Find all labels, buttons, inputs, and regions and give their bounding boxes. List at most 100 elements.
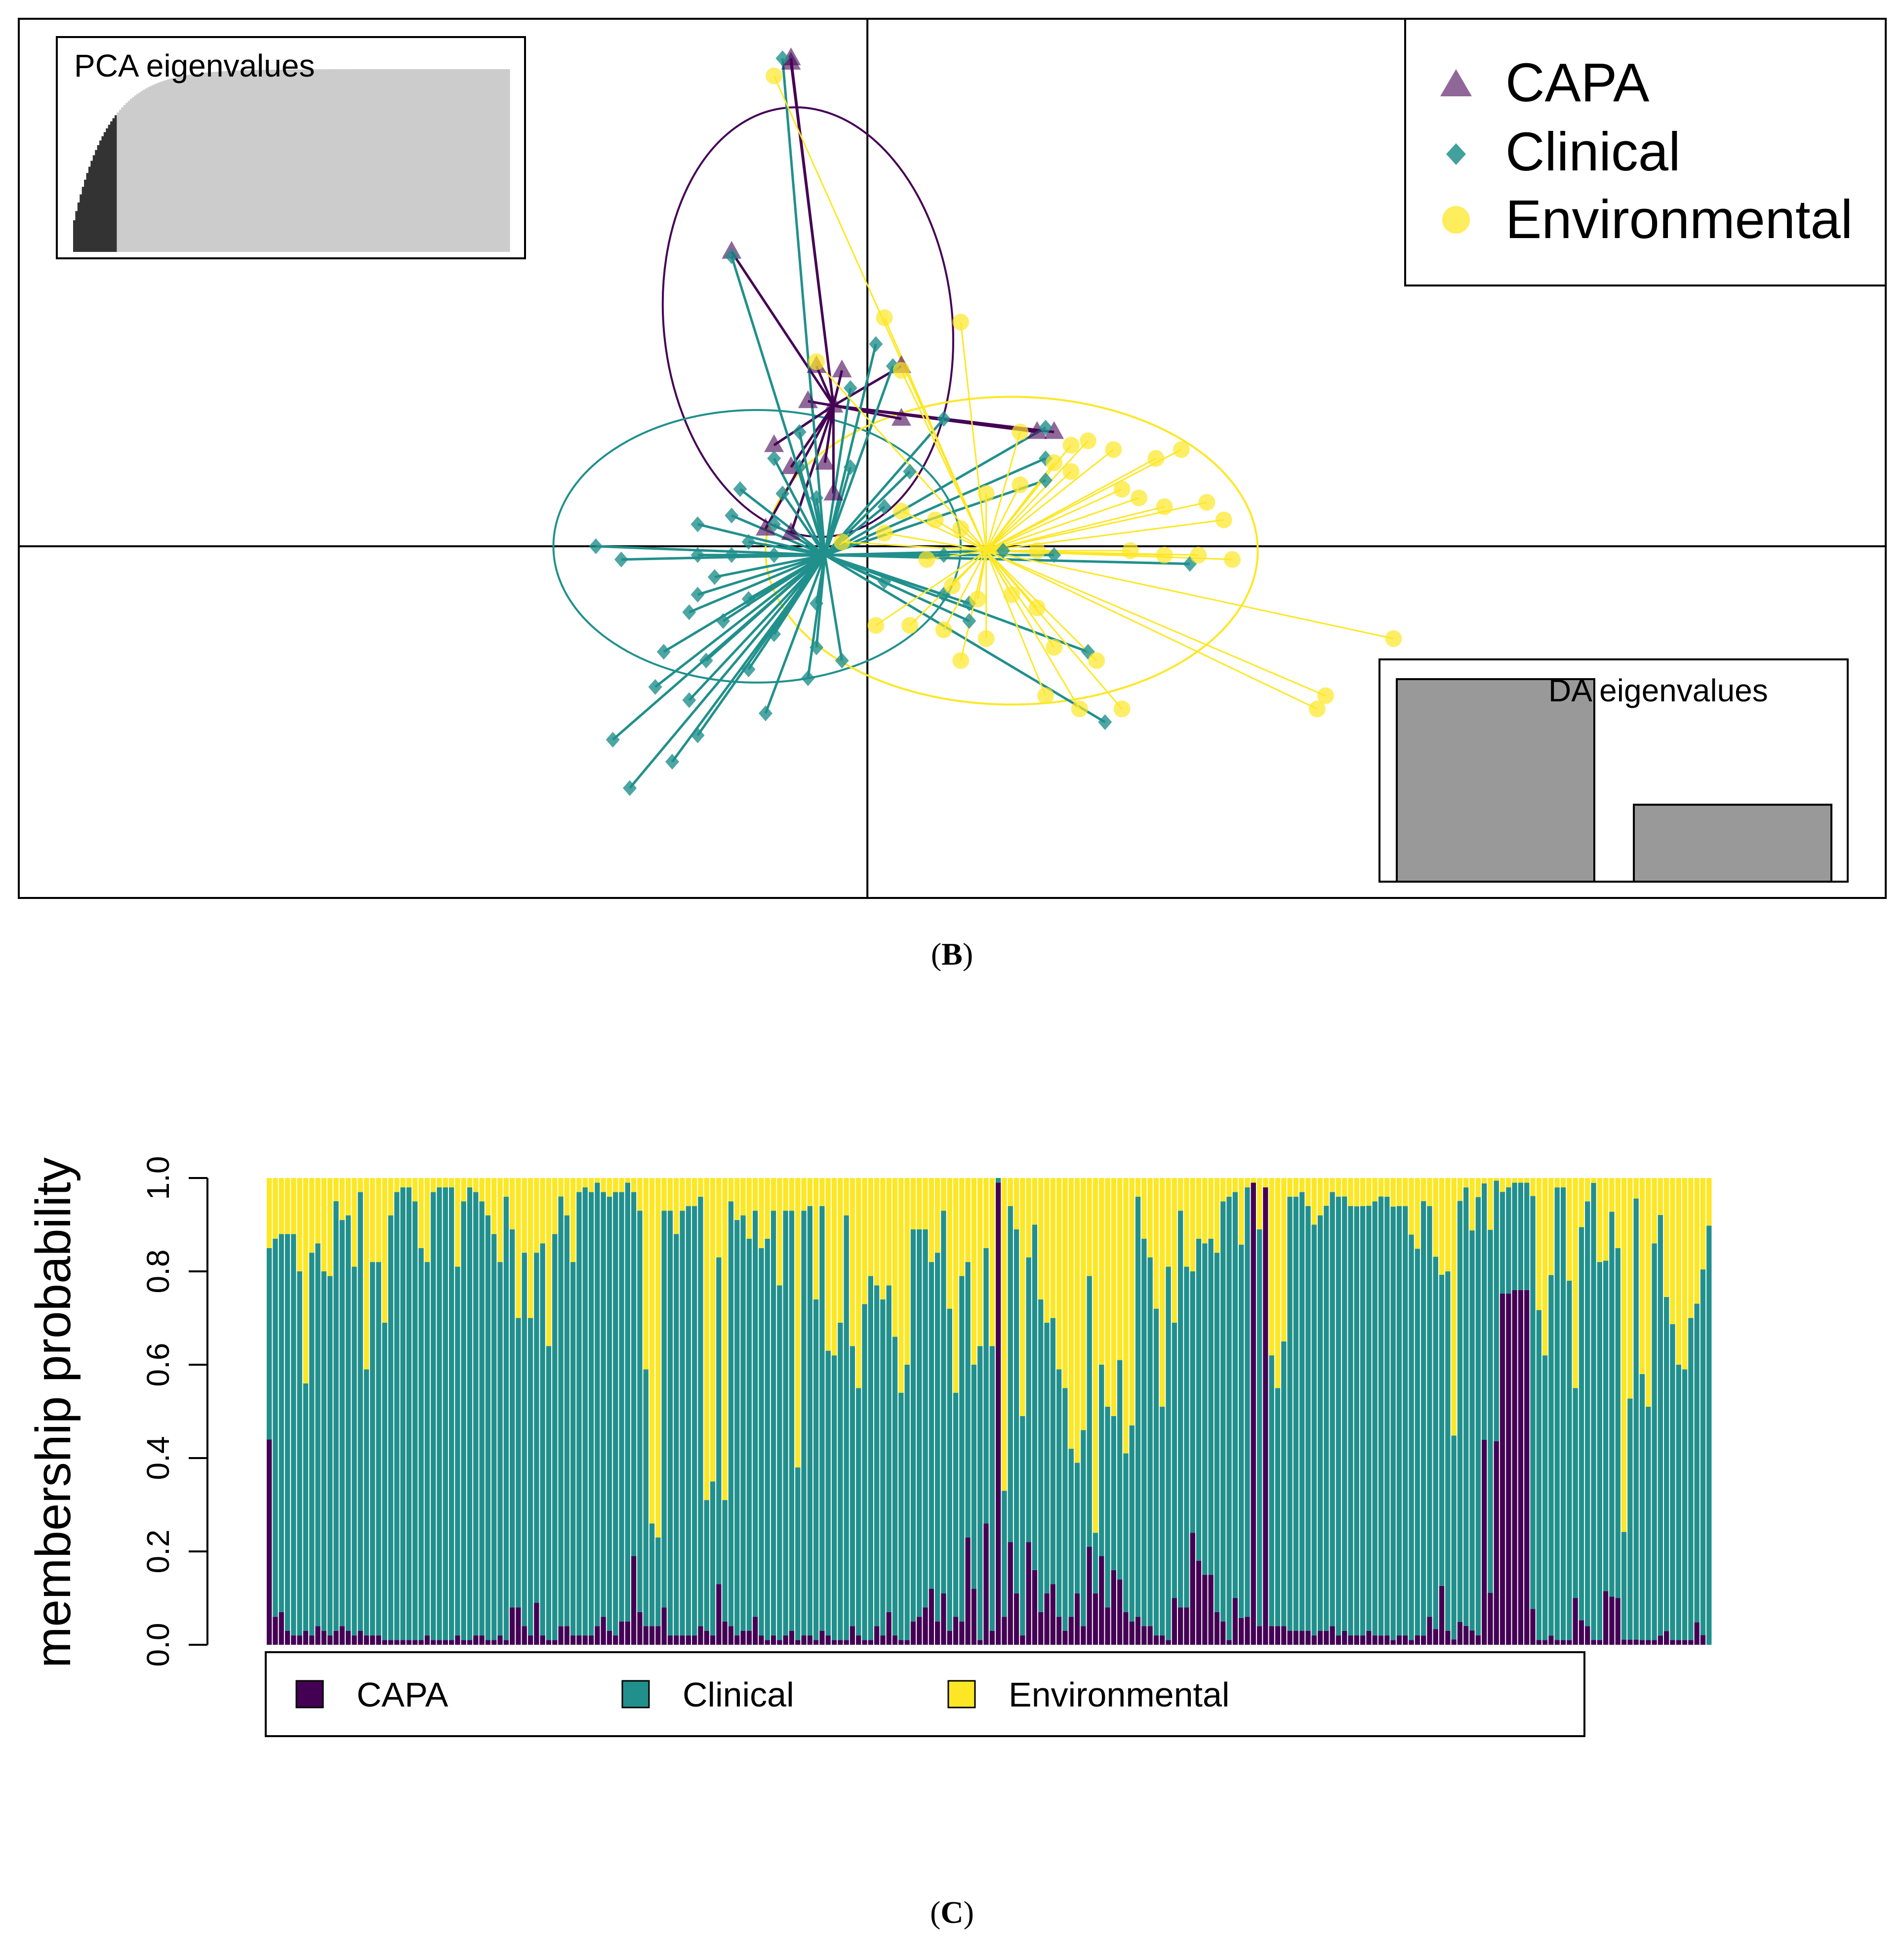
clinical-membership-bar [1038,1299,1044,1612]
clinical-membership-bar [1433,1257,1438,1629]
environmental-membership-bar [728,1178,734,1202]
environmental-membership-bar [625,1178,630,1183]
capa-spoke [790,405,835,534]
environmental-membership-bar [497,1178,503,1262]
clinical-membership-bar [1494,1180,1499,1441]
environmental-membership-bar [406,1178,412,1187]
clinical-membership-bar [1530,1196,1536,1609]
environmental-membership-bar [1141,1178,1147,1239]
pca-eigenvalue-bar [372,69,375,252]
clinical-point [716,613,730,629]
pca-eigenvalue-bar [455,69,458,252]
capa-point [1027,421,1047,439]
clinical-membership-bar [1050,1318,1055,1585]
clinical-membership-bar [862,1304,867,1640]
environmental-spoke [985,550,1123,710]
environmental-membership-bar [1427,1178,1432,1206]
capa-membership-bar [516,1607,521,1645]
clinical-membership-bar [643,1369,648,1627]
clinical-membership-bar [527,1318,533,1636]
capa-membership-bar [1093,1593,1098,1645]
environmental-membership-bar [473,1178,479,1192]
pca-eigenvalue-bar [300,69,303,252]
clinical-spoke [731,514,826,557]
capa-membership-bar [267,1439,272,1645]
pca-eigenvalue-bar [180,76,183,252]
environmental-membership-bar [1226,1178,1232,1197]
clinical-point [741,591,756,607]
capa-point [764,434,784,452]
pca-eigenvalue-bar [73,220,76,252]
pca-eigenvalue-bar [394,69,397,252]
environmental-membership-bar [770,1178,776,1211]
environmental-point [927,511,944,529]
capa-membership-bar [364,1635,369,1645]
capa-membership-bar [1573,1598,1578,1645]
clinical-point [810,595,824,611]
environmental-membership-bar [613,1178,618,1192]
environmental-membership-bar [929,1178,934,1262]
pca-eigenvalue-bar [420,69,423,252]
pca-eigenvalue-bar [427,69,430,252]
clinical-spoke [823,366,894,556]
environmental-point [892,362,910,379]
capa-membership-bar [1488,1593,1493,1645]
pca-eigenvalue-bar [106,128,109,252]
clinical-membership-bar [1330,1192,1335,1627]
environmental-membership-bar [485,1178,491,1216]
clinical-membership-bar [1160,1407,1165,1636]
capa-membership-bar [1427,1617,1432,1645]
environmental-membership-bar [1105,1178,1110,1407]
capa-membership-bar [765,1640,770,1645]
clinical-membership-bar [1141,1238,1147,1627]
environmental-membership-bar [522,1178,527,1253]
pca-eigenvalue-bar [444,69,447,252]
environmental-point [1079,432,1096,449]
pca-eigenvalue-bar [405,69,407,252]
environmental-membership-bar [1020,1178,1025,1416]
capa-membership-bar [564,1626,569,1645]
clinical-membership-bar [1664,1297,1669,1631]
clinical-membership-bar [1111,1416,1116,1570]
environmental-point [1113,481,1131,498]
capa-spoke [790,62,835,406]
capa-membership-bar [1409,1640,1414,1645]
environmental-point [1317,687,1334,704]
clinical-membership-bar [801,1211,807,1636]
capa-point [781,52,801,70]
environmental-membership-bar [1658,1178,1663,1215]
environmental-point [1028,599,1046,616]
environmental-membership-bar [710,1178,716,1482]
pca-eigenvalue-bar [450,69,453,252]
clinical-membership-bar [1560,1187,1566,1640]
clinical-membership-bar [333,1201,339,1631]
pca-eigenvalue-bar [245,70,248,252]
environmental-point [867,617,885,634]
environmental-membership-bar [1044,1178,1050,1323]
pca-eigenvalue-bar [448,69,451,252]
environmental-spoke [815,361,987,551]
clinical-membership-bar [1068,1449,1074,1617]
clinical-membership-bar [716,1257,722,1585]
capa-membership-bar [1372,1635,1377,1645]
clinical-point [1098,714,1112,730]
pca-eigenvalue-bar [387,69,390,252]
capa-membership-bar [716,1584,722,1645]
capa-membership-bar [910,1621,916,1645]
clinical-membership-bar [1639,1374,1645,1640]
pca-eigenvalue-bar [461,69,464,252]
environmental-membership-bar [1384,1178,1390,1197]
capa-membership-bar [795,1640,801,1645]
environmental-membership-bar [388,1178,394,1216]
environmental-membership-bar [437,1178,442,1187]
clinical-membership-bar [595,1182,600,1627]
capa-membership-bar [1627,1639,1633,1645]
clinical-membership-bar [1317,1215,1323,1631]
capa-membership-bar [1360,1635,1366,1645]
capa-membership-bar [722,1621,728,1645]
capa-membership-bar [1433,1629,1438,1645]
pca-eigenvalue-bar [86,173,89,252]
pca-eigenvalue-bar [446,69,449,252]
capa-membership-bar [746,1630,752,1645]
